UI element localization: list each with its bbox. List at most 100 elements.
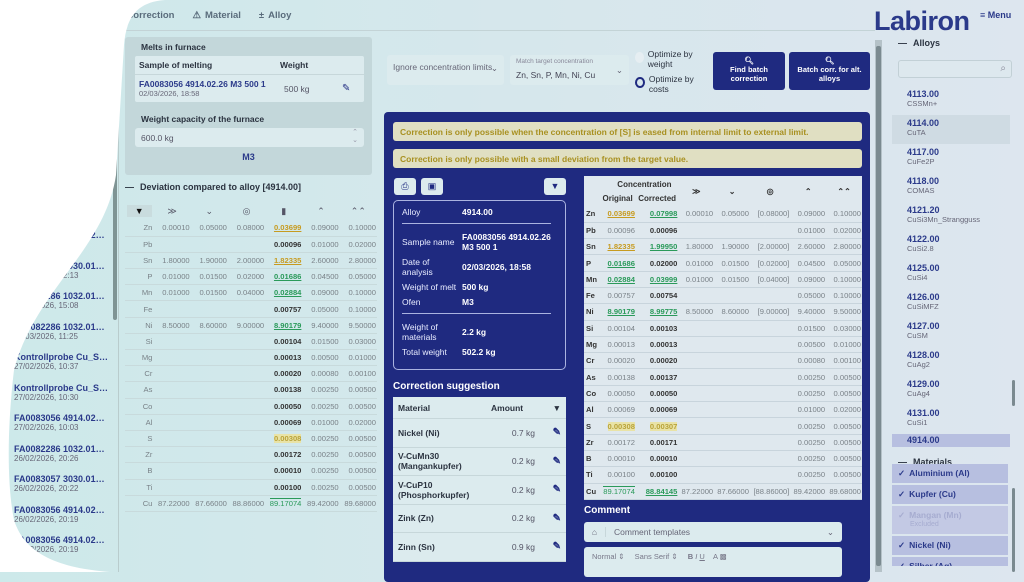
history-item[interactable]: FA0082286 1032.01… 26/02/2026, 20:26 <box>0 444 112 475</box>
radio-checked <box>635 77 645 88</box>
history-item[interactable]: FA0082286 1032.01… 02/03/2026, 11:25 <box>0 322 112 353</box>
cell-text: Cr <box>144 369 153 379</box>
cell-text: 87.66000 <box>717 486 749 496</box>
cell-text: 0.05000 <box>348 272 376 282</box>
alloy-number: 4114.00 <box>907 118 940 128</box>
underline-button[interactable]: U <box>699 552 705 561</box>
italic-button[interactable]: I <box>695 552 698 561</box>
alloy-item[interactable]: 4125.00 CuSi4 <box>892 260 1010 289</box>
font-select[interactable]: Sans Serif ⇕ <box>634 552 678 561</box>
alloy-item[interactable]: 4126.00 CuSiMFZ <box>892 289 1010 318</box>
nav-correction[interactable]: correction <box>128 10 175 21</box>
chevron-down-icon: ⌄ <box>490 63 498 73</box>
alloy-name: CuSi4 <box>907 273 928 282</box>
alloy-item[interactable]: 4113.00 CSSMn+ <box>892 86 1010 115</box>
alloy-item[interactable]: 4121.20 CuSi3Mn_Strangguss <box>892 202 1010 231</box>
alloys-header[interactable]: — Alloys <box>898 38 941 48</box>
material-item[interactable]: ✓ Kupfer (Cu) <box>892 485 1008 504</box>
alloy-item[interactable]: 4117.00 CuFe2P <box>892 144 1010 173</box>
alloy-search-input[interactable]: ⌕ <box>898 60 1012 78</box>
cell-text: 1.82335 <box>273 255 302 265</box>
alloy-item[interactable]: 4131.00 CuSi1 <box>892 405 1010 434</box>
pencil-icon[interactable]: ✎ <box>552 512 561 524</box>
element-cell: Si <box>584 320 600 337</box>
value-cell <box>227 414 266 431</box>
print-button[interactable]: ⎙ <box>394 178 416 195</box>
zoom-icon: 🔍︎ <box>824 56 835 65</box>
element-cell: Zn <box>125 220 154 237</box>
find-batch-button[interactable]: 🔍︎ Find batch correction <box>713 52 785 90</box>
cell-text: 0.00250 <box>797 421 826 431</box>
cell-text: Ni <box>586 307 594 317</box>
decorative-mask <box>0 0 165 572</box>
alloy-item[interactable]: 4129.00 CuAg4 <box>892 376 1010 405</box>
filter-button[interactable]: ▼ <box>544 178 566 195</box>
suggestion-row: V-CuP10 (Phosphorkupfer) 0.2 kg ✎ <box>393 476 566 505</box>
cell-text: As <box>586 372 596 382</box>
match-target-select[interactable]: Match target concentration Zn, Sn, P, Mn,… <box>510 55 629 85</box>
alloy-item[interactable]: 4128.00 CuAg2 <box>892 347 1010 376</box>
optimize-costs-radio[interactable]: Optimize by costs <box>635 74 705 94</box>
value-cell: 9.40000 <box>302 317 340 334</box>
spinner-icon[interactable]: ⌃ ⌄ <box>352 129 358 144</box>
highlight-button[interactable]: ▩ <box>719 552 727 561</box>
pencil-icon[interactable]: ✎ <box>552 541 561 553</box>
history-item[interactable]: FA0083056 4914.02… 27/02/2026, 10:03 <box>0 413 112 444</box>
history-item[interactable]: FA0082286 1032.01… 02/03/2026, 15:08 <box>0 291 112 322</box>
main-scrollbar[interactable] <box>875 40 882 572</box>
pencil-icon[interactable]: ✎ <box>552 484 561 496</box>
material-item[interactable]: ✓ Silber (Ag) <box>892 557 1008 566</box>
deviation-header[interactable]: — Deviation compared to alloy [4914.00] <box>125 182 302 192</box>
melt-row[interactable]: FA0083056 4914.02.26 M3 500 1 02/03/2026,… <box>135 75 364 102</box>
menu-button[interactable]: ≡ Menu <box>980 10 1012 20</box>
pencil-icon[interactable]: ✎ <box>552 427 561 439</box>
filter-icon[interactable]: ▼ <box>126 205 152 217</box>
comment-templates-select[interactable]: ⌂ Comment templates ⌄ <box>584 522 842 542</box>
history-item[interactable]: FA0083056 4914.02… 26/02/2026, 20:19 <box>0 535 112 566</box>
pencil-icon[interactable]: ✎ <box>552 455 561 467</box>
filter-icon[interactable]: ▼ <box>552 403 561 413</box>
history-item[interactable]: FA0083057 3030.01… 26/02/2026, 20:22 <box>0 474 112 505</box>
nav-material[interactable]: ⚠ Material <box>192 10 241 21</box>
optimize-weight-radio[interactable]: Optimize by weight <box>635 49 705 69</box>
value-cell: 0.00080 <box>302 365 340 383</box>
save-button[interactable]: ▣ <box>421 178 443 195</box>
value-cell: 89.17074 <box>265 495 303 512</box>
melt-date: 02/03/2026, 18:58 <box>139 89 200 98</box>
value-cell: 0.00050 <box>265 398 303 415</box>
pencil-icon[interactable]: ✎ <box>342 83 351 94</box>
comment-editor[interactable]: Normal ⇕ Sans Serif ⇕ B I U A ▩ <box>584 547 842 577</box>
format-select[interactable]: Normal ⇕ <box>592 552 625 561</box>
materials-header[interactable]: — Materials <box>898 457 953 467</box>
text-color-button[interactable]: A <box>712 552 718 561</box>
material-item[interactable]: ✓ Aluminium (Al) <box>892 464 1008 483</box>
cell-text: 0.05000 <box>721 209 749 219</box>
cell-text: 1.90000 <box>199 255 227 265</box>
value-cell <box>153 398 191 415</box>
cell-text: 0.01500 <box>721 274 749 284</box>
materials-scrollbar[interactable] <box>1012 488 1015 572</box>
history-item[interactable]: FA0083056 4914.02… 26/02/2026, 20:19 <box>0 505 112 536</box>
cell-text: 0.01000 <box>348 353 376 363</box>
ignore-limits-select[interactable]: Ignore concentration limits ⌄ <box>387 55 504 85</box>
deviation-table: ▼ ≫ ⌄ ◎ ▮ ⌃ ⌃⌃ Zn 0.00010 0.05000 0.08000 0.03699 0… <box>125 202 377 512</box>
search-icon: 🔍︎ <box>744 56 754 65</box>
alloy-item[interactable]: 4127.00 CuSM <box>892 318 1010 347</box>
value-cell: 0.02000 <box>339 414 377 431</box>
material-item[interactable]: ✓ Mangan (Mn) Excluded <box>892 506 1008 534</box>
alloy-item[interactable]: 4122.00 CuSi2.8 <box>892 231 1010 260</box>
cell-text: 0.08000 <box>236 223 265 233</box>
check-icon: ✓ <box>898 510 906 520</box>
alloy-item[interactable]: 4118.00 COMAS <box>892 173 1010 202</box>
capacity-input[interactable]: 600.0 kg ⌃ ⌄ <box>135 128 364 147</box>
alloy-item[interactable]: 4114.00 CuTA <box>892 115 1010 144</box>
nav-alloy[interactable]: ± Alloy <box>258 10 292 21</box>
bold-button[interactable]: B <box>687 552 694 561</box>
alloy-scrollbar[interactable] <box>1012 90 1015 445</box>
history-item[interactable]: Kontrollprobe Cu_S… 27/02/2026, 10:30 <box>0 383 112 414</box>
value-cell: 0.05000 <box>302 300 340 318</box>
material-item[interactable]: ✓ Nickel (Ni) <box>892 536 1008 555</box>
batch-alt-button[interactable]: 🔍︎ Batch corr. for alt. alloys <box>789 52 870 90</box>
alloy-item[interactable]: 4914.00 <box>892 434 1010 447</box>
history-item[interactable]: Kontrollprobe Cu_S… 27/02/2026, 10:37 <box>0 352 112 383</box>
